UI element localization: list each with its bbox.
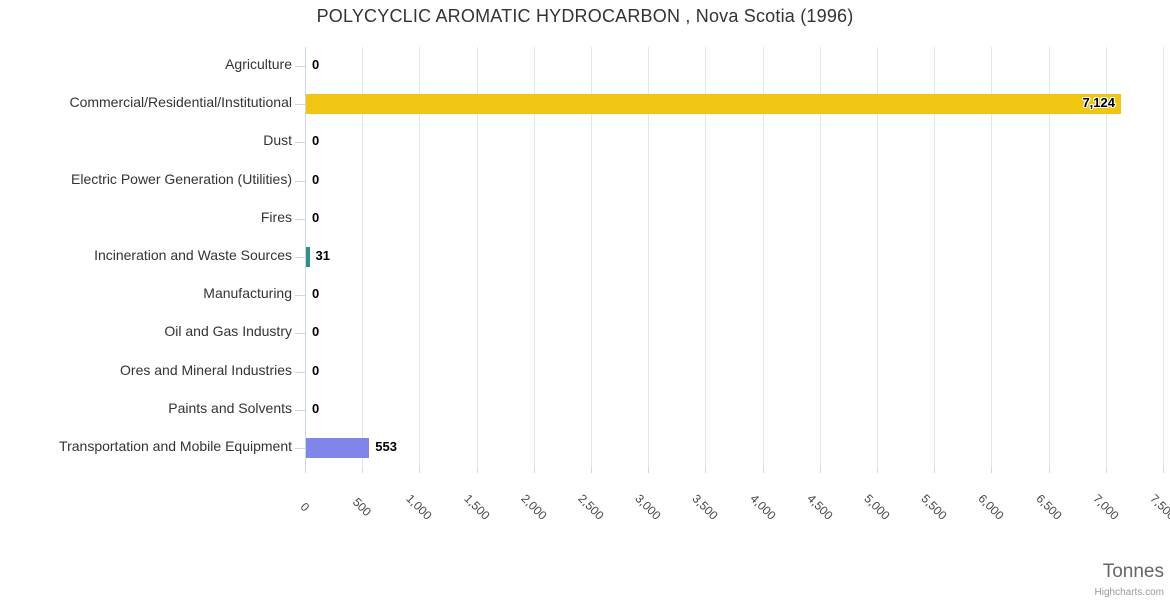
category-axis-tick <box>295 448 305 449</box>
bar-value-label: 0 <box>312 210 320 225</box>
category-axis-tick <box>295 257 305 258</box>
x-axis-tick-label: 6,000 <box>975 491 1007 523</box>
bar-value-label: 31 <box>315 248 330 263</box>
x-axis-tick-label: 3,000 <box>632 491 664 523</box>
gridline <box>419 47 420 467</box>
x-axis-tick <box>763 467 764 473</box>
chart-title: POLYCYCLIC AROMATIC HYDROCARBON , Nova S… <box>316 6 854 26</box>
category-axis-tick <box>295 104 305 105</box>
x-axis-tick-label: 2,500 <box>575 491 607 523</box>
gridline <box>763 47 764 467</box>
category-label: Agriculture <box>225 56 292 72</box>
x-axis-tick <box>591 467 592 473</box>
category-axis-tick <box>295 333 305 334</box>
category-axis-tick <box>295 142 305 143</box>
x-axis-tick-label: 500 <box>349 494 375 520</box>
bar-value-label: 0 <box>312 57 320 72</box>
x-axis-tick-label: 5,000 <box>861 491 893 523</box>
gridline <box>648 47 649 467</box>
gridline <box>820 47 821 467</box>
category-axis-tick <box>295 219 305 220</box>
category-axis-tick <box>295 66 305 67</box>
category-axis-tick <box>295 372 305 373</box>
x-axis-tick-label: 7,500 <box>1147 491 1170 523</box>
bar-value-label: 553 <box>375 439 397 454</box>
x-axis-tick <box>1049 467 1050 473</box>
category-label: Fires <box>260 209 292 225</box>
gridline <box>362 47 363 467</box>
bar-value-label: 0 <box>312 133 320 148</box>
bar[interactable] <box>306 94 1121 114</box>
x-axis-tick-label: 5,500 <box>918 491 950 523</box>
x-axis-tick <box>534 467 535 473</box>
gridline <box>477 47 478 467</box>
bar-value-label: 0 <box>312 363 320 378</box>
x-axis-tick-label: 3,500 <box>689 491 721 523</box>
x-axis-title: Tonnes <box>1102 561 1164 582</box>
bar-value-label: 0 <box>312 401 320 416</box>
category-label: Oil and Gas Industry <box>164 323 292 339</box>
bar-value-label: 0 <box>312 286 320 301</box>
bar-value-label: 7,124 <box>1082 95 1115 110</box>
bar-value-label: 0 <box>312 324 320 339</box>
gridline <box>705 47 706 467</box>
highcharts-credits-link[interactable]: Highcharts.com <box>1094 587 1164 598</box>
category-label: Incineration and Waste Sources <box>94 247 292 263</box>
gridline <box>991 47 992 467</box>
x-axis-tick <box>877 467 878 473</box>
gridline <box>1049 47 1050 467</box>
bar[interactable] <box>306 247 310 267</box>
gridline <box>534 47 535 467</box>
category-label: Manufacturing <box>203 285 292 301</box>
category-label: Dust <box>263 132 292 148</box>
x-axis-tick <box>820 467 821 473</box>
x-axis-tick <box>991 467 992 473</box>
x-axis-tick-label: 0 <box>297 499 313 515</box>
category-label: Paints and Solvents <box>168 400 292 416</box>
x-axis-tick <box>1106 467 1107 473</box>
category-label: Ores and Mineral Industries <box>120 362 292 378</box>
x-axis-tick-label: 1,000 <box>403 491 435 523</box>
gridline <box>1106 47 1107 467</box>
category-label: Electric Power Generation (Utilities) <box>71 171 292 187</box>
x-axis-tick <box>305 467 306 473</box>
x-axis-tick-label: 2,000 <box>518 491 550 523</box>
x-axis-tick-label: 1,500 <box>461 491 493 523</box>
x-axis-tick <box>1163 467 1164 473</box>
x-axis-tick <box>477 467 478 473</box>
x-axis-tick <box>648 467 649 473</box>
category-axis-tick <box>295 295 305 296</box>
x-axis-tick <box>705 467 706 473</box>
gridline <box>1163 47 1164 467</box>
category-label: Commercial/Residential/Institutional <box>69 94 292 110</box>
gridline <box>591 47 592 467</box>
category-axis-tick <box>295 410 305 411</box>
x-axis-tick-label: 7,000 <box>1090 491 1122 523</box>
x-axis-tick-label: 4,000 <box>747 491 779 523</box>
x-axis-tick <box>419 467 420 473</box>
x-axis-tick-label: 6,500 <box>1033 491 1065 523</box>
bar[interactable] <box>306 438 369 458</box>
x-axis-tick <box>362 467 363 473</box>
category-label: Transportation and Mobile Equipment <box>59 438 292 454</box>
gridline <box>877 47 878 467</box>
x-axis-tick <box>934 467 935 473</box>
category-axis-tick <box>295 181 305 182</box>
x-axis-tick-label: 4,500 <box>804 491 836 523</box>
bar-value-label: 0 <box>312 172 320 187</box>
category-axis-line <box>305 47 306 467</box>
gridline <box>934 47 935 467</box>
